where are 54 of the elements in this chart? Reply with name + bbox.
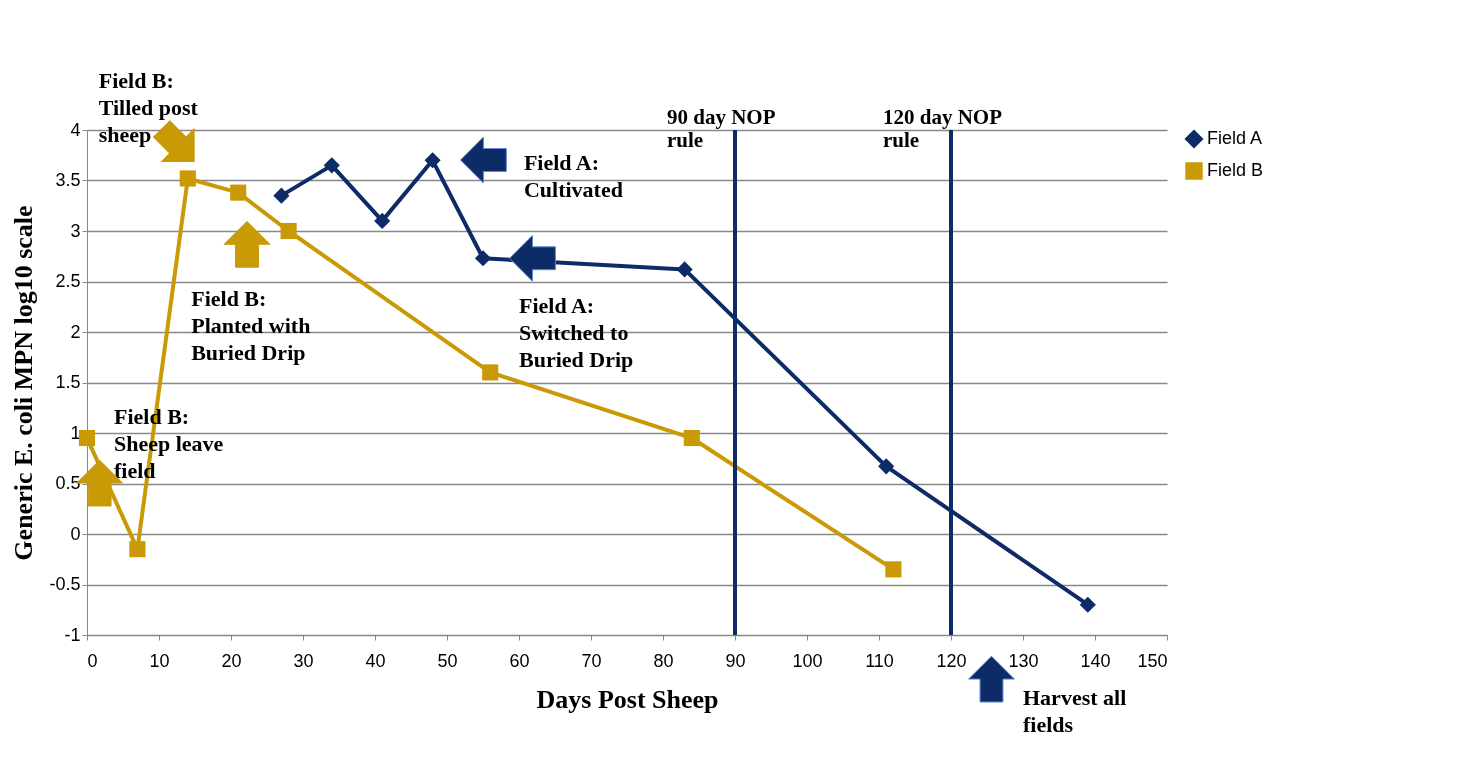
point [374,212,391,229]
x-tick-label: 150 [1137,650,1168,671]
y-tick-label: 1.5 [55,372,81,392]
x-tick-label: 40 [365,650,386,671]
x-tick-label: 30 [293,650,314,671]
ref-line-label: 120 day NOP rule [883,105,1003,152]
text: Harvest all fields [1023,685,1127,738]
point [683,429,700,447]
y-axis-title: Generic E. coli MPN log10 scale [9,205,39,561]
point [280,222,297,240]
x-tick-label: 10 [149,650,170,671]
y-tick-label: 3.5 [55,170,81,190]
y-tick-label: 1 [70,422,81,443]
y-tick-label: 2 [70,321,81,342]
point [885,561,902,578]
x-tick-label: 120 [936,650,967,671]
point [78,429,96,447]
point [676,261,693,278]
annotation: Field A: Switched to Buried Drip [519,293,634,373]
x-tick-label: 70 [581,650,602,671]
x-tick-label: 20 [221,650,242,671]
y-tick-label: 0.5 [55,473,81,493]
annotation: Field A: Cultivated [523,149,623,202]
x-tick-label: 80 [653,650,674,671]
x-tick-label: 90 [725,650,746,671]
y-tick-label: 4 [70,119,81,140]
point [129,541,146,558]
point [878,458,895,475]
y-tick-label: -1 [64,624,81,645]
point [323,157,340,174]
y-tick-label: -0.5 [49,574,81,594]
x-tick-label: 60 [509,650,530,671]
x-tick-label: 0 [87,650,98,671]
legend-label: Field B [1207,160,1264,180]
point [424,152,441,169]
annotation: Field B: Tilled post sheep [98,68,199,148]
x-tick-label: 110 [865,650,894,671]
ref-line-label: 90 day NOP rule [667,105,776,152]
x-tick-label: 100 [792,650,823,671]
legend-label: Field A [1207,128,1263,148]
point [230,184,247,201]
x-tick-label: 50 [437,650,458,671]
point [482,364,499,381]
point [273,187,290,204]
y-tick-label: 0 [70,523,81,544]
y-tick-label: 2.5 [55,271,81,291]
x-axis-title: Days Post Sheep [536,684,719,714]
point [1079,596,1096,613]
annotation: Field B: Planted with Buried Drip [191,286,311,366]
x-tick-label: 130 [1008,650,1039,671]
point [474,250,492,267]
point [179,170,196,187]
x-tick-label: 140 [1080,650,1111,671]
y-tick-label: 3 [70,220,81,241]
